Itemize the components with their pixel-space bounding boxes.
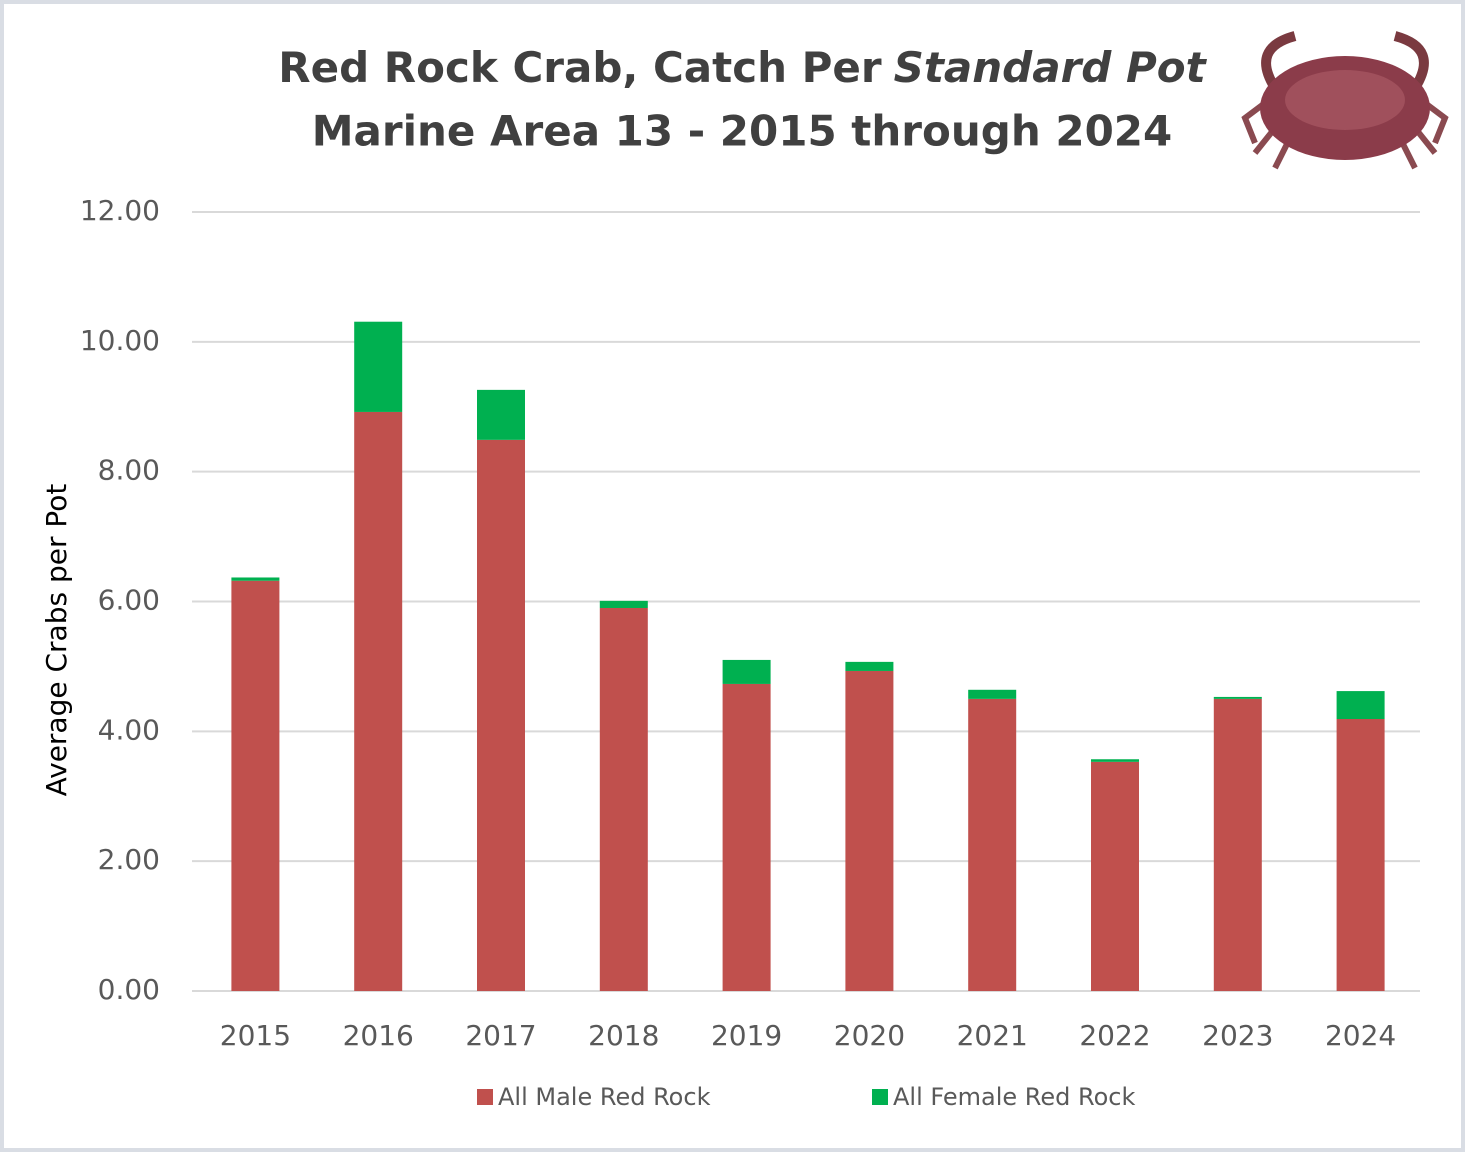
- x-tick-label: 2016: [343, 1019, 414, 1052]
- bar-segment: [1213, 698, 1262, 991]
- crab-icon: [1241, 31, 1449, 170]
- y-tick-label: 12.00: [80, 194, 160, 227]
- x-tick-label: 2022: [1079, 1019, 1150, 1052]
- x-tick-label: 2019: [711, 1019, 782, 1052]
- x-tick-label: 2021: [957, 1019, 1028, 1052]
- title-italic: Standard Pot: [894, 43, 1208, 92]
- bar-segment: [1336, 718, 1385, 991]
- bar-segment: [968, 689, 1017, 699]
- bar-segment: [477, 439, 525, 991]
- legend-label: All Female Red Rock: [893, 1083, 1135, 1111]
- x-tick-label: 2015: [220, 1019, 291, 1052]
- chart-title: Red Rock Crab, Catch Per Standard Pot: [278, 43, 1207, 92]
- legend-swatch: [477, 1089, 493, 1105]
- bar-segment: [1091, 761, 1139, 991]
- bar-segment: [231, 577, 280, 581]
- bar-segment: [1213, 696, 1262, 699]
- bar-segment: [1336, 691, 1385, 719]
- bar-segment: [845, 670, 894, 991]
- y-tick-label: 6.00: [98, 584, 160, 617]
- x-tick-label: 2023: [1202, 1019, 1273, 1052]
- y-tick-label: 0.00: [98, 973, 160, 1006]
- y-axis-label: Average Crabs per Pot: [40, 484, 73, 797]
- legend-swatch: [872, 1089, 888, 1105]
- bar-segment: [599, 607, 648, 991]
- y-tick-label: 4.00: [98, 713, 160, 746]
- bar-segment: [477, 389, 525, 440]
- x-tick-label: 2018: [588, 1019, 659, 1052]
- bar-segment: [968, 698, 1017, 991]
- bar-segment: [599, 600, 648, 608]
- x-tick-label: 2024: [1325, 1019, 1396, 1052]
- legend-label: All Male Red Rock: [498, 1083, 711, 1111]
- chart-subtitle: Marine Area 13 - 2015 through 2024: [312, 107, 1173, 156]
- bar-segment: [722, 683, 771, 991]
- bar-segment: [231, 580, 280, 991]
- bar-segment: [1091, 759, 1139, 762]
- y-tick-label: 8.00: [98, 454, 160, 487]
- bar-segment: [354, 411, 403, 991]
- bar-segment: [354, 321, 403, 412]
- title-main: Red Rock Crab, Catch Per: [278, 43, 882, 92]
- bar-segment: [722, 659, 771, 684]
- y-tick-label: 10.00: [80, 324, 160, 357]
- x-tick-label: 2020: [834, 1019, 905, 1052]
- x-tick-label: 2017: [465, 1019, 536, 1052]
- bar-segment: [845, 661, 894, 671]
- y-tick-label: 2.00: [98, 843, 160, 876]
